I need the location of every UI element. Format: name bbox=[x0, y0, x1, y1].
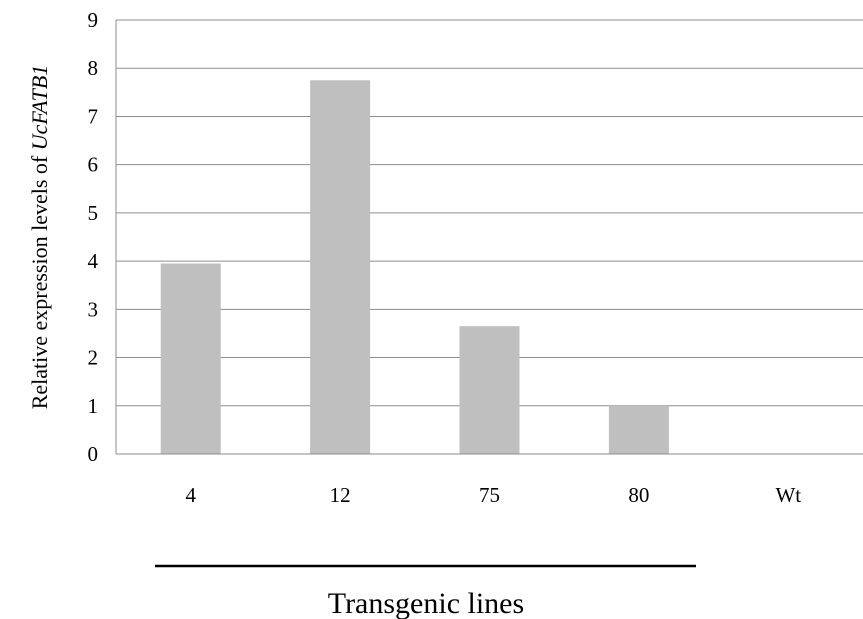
y-tick-label: 3 bbox=[88, 297, 99, 321]
y-axis-title-prefix: Relative expression levels of bbox=[27, 150, 52, 409]
bar bbox=[160, 263, 221, 454]
bar bbox=[459, 326, 520, 454]
bars bbox=[160, 80, 669, 455]
x-tick-label: 75 bbox=[479, 483, 500, 507]
y-tick-label: 7 bbox=[88, 104, 99, 128]
y-tick-label: 4 bbox=[88, 249, 99, 273]
x-tick-labels: 4 12 75 80 Wt bbox=[185, 483, 801, 507]
gridlines bbox=[116, 19, 863, 407]
y-tick-label: 5 bbox=[88, 201, 99, 225]
x-tick-label: Wt bbox=[775, 483, 801, 507]
y-axis-title: Relative expression levels of UcFATB1 bbox=[27, 65, 52, 410]
y-tick-label: 1 bbox=[88, 394, 99, 418]
y-tick-label: 0 bbox=[88, 442, 99, 466]
x-tick-label: 80 bbox=[628, 483, 649, 507]
y-tick-label: 2 bbox=[88, 346, 99, 370]
y-tick-label: 6 bbox=[88, 153, 99, 177]
bar bbox=[608, 405, 669, 454]
y-tick-labels: 0 1 2 3 4 5 6 7 8 9 bbox=[88, 8, 99, 466]
x-tick-label: 12 bbox=[330, 483, 351, 507]
x-axis-title: Transgenic lines bbox=[328, 587, 524, 619]
y-tick-label: 8 bbox=[88, 56, 99, 80]
bar bbox=[310, 80, 371, 455]
y-axis-title-gene: UcFATB1 bbox=[27, 65, 52, 151]
x-tick-label: 4 bbox=[185, 483, 196, 507]
y-tick-label: 9 bbox=[88, 8, 99, 32]
